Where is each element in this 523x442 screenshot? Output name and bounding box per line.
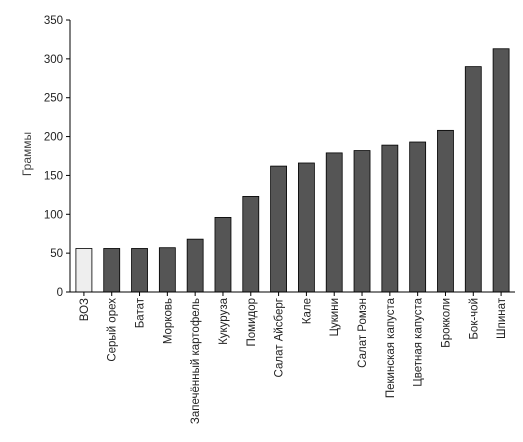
y-tick-label: 350 — [44, 15, 63, 27]
bars — [75, 48, 510, 293]
bar — [353, 150, 371, 293]
y-tick-label: 250 — [44, 93, 63, 105]
y-tick-label: 300 — [44, 54, 63, 66]
bar — [270, 165, 287, 293]
bar — [242, 196, 260, 293]
x-tick-label: Серый орех — [107, 298, 119, 362]
x-tick-label: Кале — [301, 298, 313, 324]
x-tick-label: Пекинская капуста — [385, 297, 397, 398]
x-tick-label: Цукини — [329, 298, 341, 337]
x-tick-label: Бок-чой — [468, 298, 480, 340]
bar — [103, 248, 121, 293]
y-axis-label: Граммы — [20, 132, 34, 176]
x-tick-label: Брокколи — [440, 298, 452, 348]
bar — [186, 238, 204, 293]
x-tick-label: ВОЗ — [79, 298, 91, 321]
bar — [158, 247, 176, 293]
bar — [214, 216, 232, 293]
x-tick-label: Кукуруза — [218, 297, 230, 345]
bar — [298, 162, 315, 293]
x-tick-label: Цветная капуста — [413, 297, 425, 386]
bar — [325, 152, 343, 293]
y-tick-label: 0 — [57, 287, 63, 299]
y-tick-label: 100 — [44, 209, 63, 221]
y-tick-label: 150 — [44, 170, 63, 182]
bar — [381, 144, 399, 293]
x-tick-label: Батат — [135, 297, 147, 328]
bar — [464, 66, 482, 293]
x-tick-label: Шпинат — [496, 297, 508, 339]
y-axis: 0 50 100 150 200 250 300 350 — [44, 15, 71, 299]
bar — [492, 48, 510, 293]
bar — [75, 248, 93, 293]
y-tick-label: 50 — [50, 248, 63, 260]
bar — [409, 141, 427, 293]
x-tick-label: Салат Айсберг — [274, 298, 286, 377]
y-tick-label: 200 — [44, 132, 63, 144]
x-axis: ВОЗ Серый орех Батат Морковь Запечённый карт… — [70, 291, 515, 424]
x-tick-label: Помидор — [246, 298, 258, 347]
x-tick-label: Салат Ромэн — [357, 298, 369, 368]
bar — [437, 129, 454, 293]
x-tick-label: Запечённый картофель — [190, 298, 202, 424]
bar — [131, 248, 148, 293]
x-tick-label: Морковь — [162, 298, 174, 344]
